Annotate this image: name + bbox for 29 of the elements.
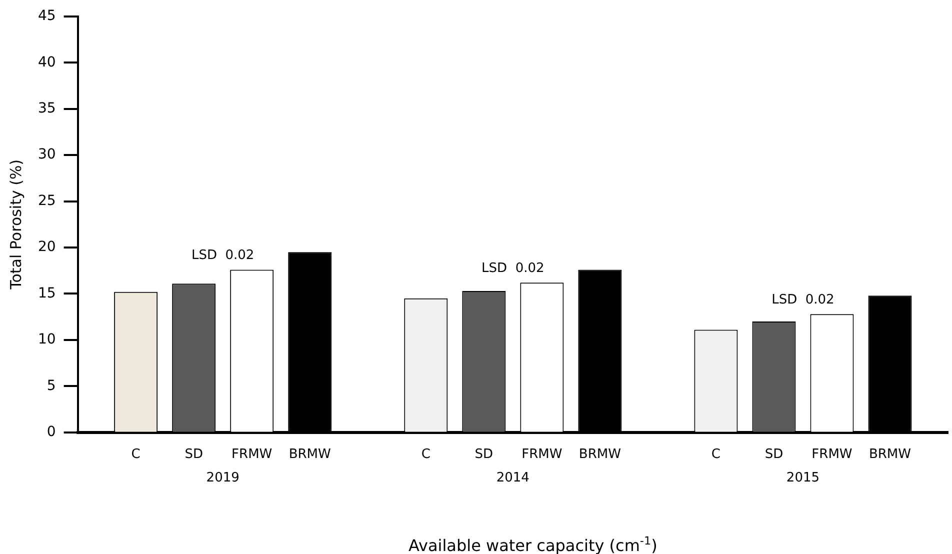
annotation: LSD 0.02 [482,261,544,276]
y-tick-label: 20 [38,239,56,256]
y-tick-label: 45 [38,8,56,24]
text: SD [764,446,784,462]
y-tick-label: 15 [38,285,56,302]
text: FRMW [522,446,562,462]
y-tick-label: 35 [38,100,56,116]
text: BRMW [868,446,912,462]
series-label: C [131,446,140,462]
x-tick-label: 2014 [496,470,530,486]
y-tick-label: 40 [38,54,56,70]
y-tick-label: 10 [38,332,56,348]
text: BRMW [578,446,621,462]
y-tick-label: 0 [46,424,56,440]
text: FRMW [812,446,852,462]
y-tick-label: 25 [38,192,56,209]
text: C [421,446,430,462]
annotation: LSD 0.02 [772,292,834,308]
text: SD [474,446,494,462]
series-label: SD [184,446,203,462]
annotation: LSD 0.02 [191,248,254,264]
y-axis-title: Total Porosity (%) [6,159,25,290]
y-tick-label: 5 [46,378,56,394]
x-tick-label: 2019 [206,470,240,486]
series-label: FRMW [232,446,272,462]
series-label: BRMW [288,446,332,462]
x-tick-label: 2015 [786,470,820,486]
y-tick-label: 30 [38,146,56,163]
text: C [711,446,720,462]
